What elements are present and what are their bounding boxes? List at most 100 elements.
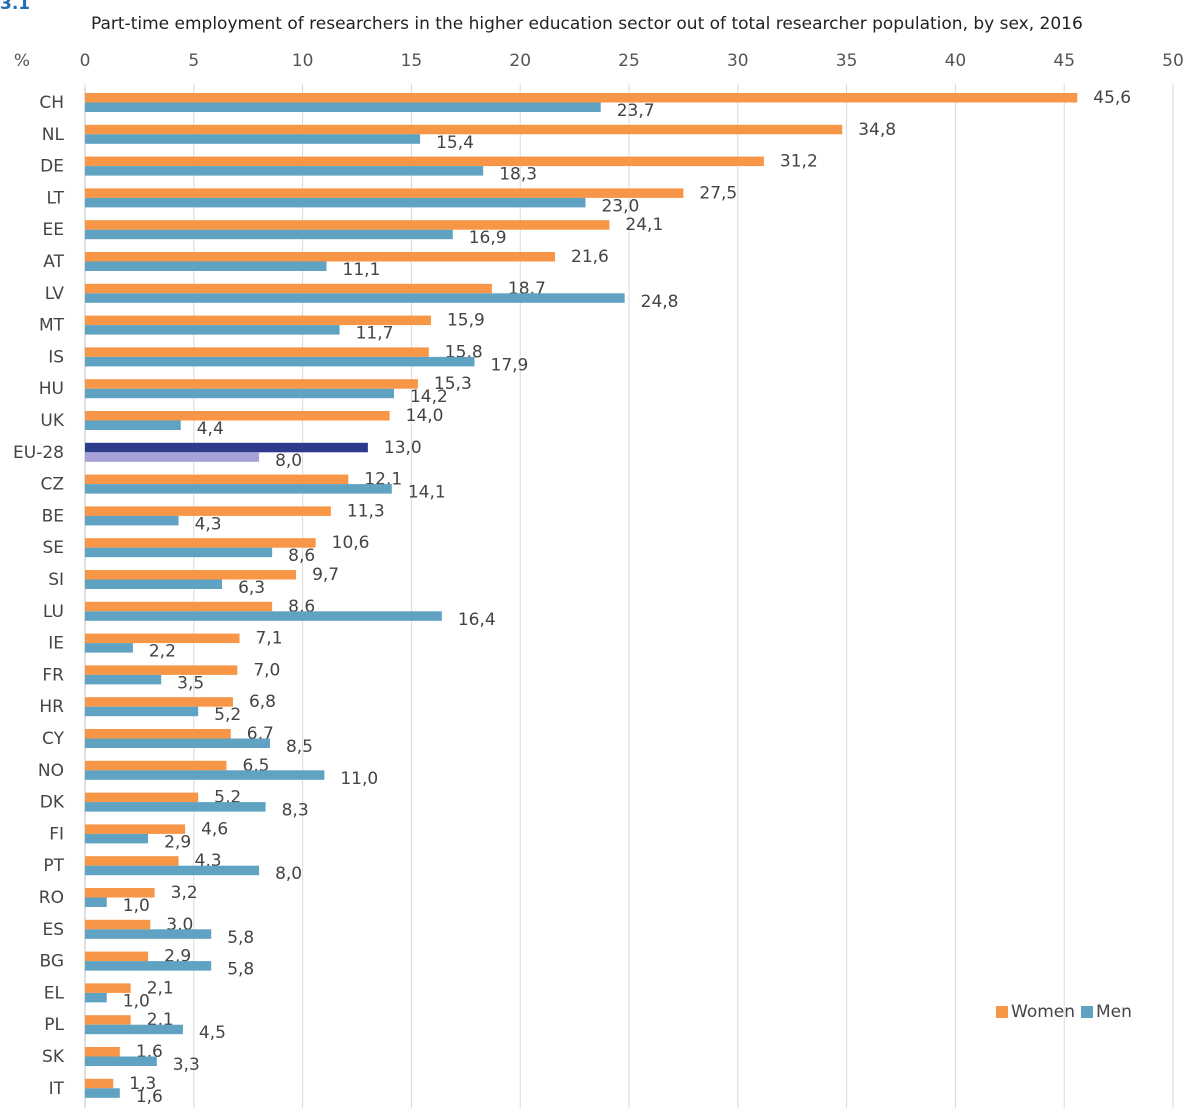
data-label-women-hu: 15,3 (434, 374, 472, 394)
category-label-dk: DK (40, 793, 65, 813)
data-label-men-mt: 11,7 (356, 324, 394, 344)
bar-women-cz (85, 474, 349, 485)
category-label-sk: SK (42, 1047, 65, 1067)
data-label-women-fr: 7,0 (253, 660, 280, 680)
legend-swatch-men (1081, 1006, 1094, 1018)
data-label-women-be: 11,3 (347, 501, 385, 521)
data-label-women-mt: 15,9 (447, 311, 485, 331)
bar-men-ch (85, 102, 601, 112)
category-label-se: SE (42, 538, 64, 558)
bar-women-it (85, 1078, 114, 1089)
bar-women-at (85, 252, 556, 262)
data-label-women-at: 21,6 (571, 247, 609, 267)
bar-men-is (85, 356, 475, 367)
bar-women-sk (85, 1047, 120, 1057)
category-label-eu-28: EU-28 (13, 443, 64, 463)
data-label-men-ro: 1,0 (123, 896, 150, 916)
bar-men-no (85, 770, 325, 780)
x-tick-label-10: 10 (292, 51, 314, 71)
bar-men-ee (85, 229, 453, 240)
bar-women-ee (85, 220, 610, 230)
data-label-men-cy: 8,5 (286, 737, 313, 757)
data-label-men-lu: 16,4 (458, 610, 496, 630)
legend-label-men: Men (1096, 1002, 1132, 1022)
bar-men-ro (85, 897, 107, 907)
x-tick-label-25: 25 (618, 51, 640, 71)
bar-women-dk (85, 792, 199, 803)
data-label-men-el: 1,0 (123, 991, 150, 1011)
data-label-women-ro: 3,2 (171, 883, 198, 903)
bar-men-de (85, 166, 484, 176)
data-label-men-is: 17,9 (491, 355, 529, 375)
bar-men-dk (85, 802, 266, 812)
category-label-mt: MT (39, 316, 65, 336)
bar-men-uk (85, 420, 181, 430)
bar-women-no (85, 760, 227, 771)
category-label-hu: HU (39, 379, 64, 399)
bar-men-lv (85, 293, 625, 303)
x-tick-label-45: 45 (1053, 51, 1075, 71)
category-label-ee: EE (43, 220, 64, 240)
data-label-men-hr: 5,2 (214, 705, 241, 725)
bar-men-fi (85, 833, 149, 844)
bar-women-se (85, 538, 316, 548)
legend-label-women: Women (1011, 1002, 1076, 1022)
x-tick-label-0: 0 (80, 51, 91, 71)
bar-men-es (85, 929, 212, 939)
data-label-men-be: 4,3 (195, 514, 222, 534)
data-label-women-uk: 14,0 (406, 406, 444, 426)
category-label-si: SI (48, 570, 64, 590)
data-label-women-si: 9,7 (312, 565, 339, 585)
data-label-women-nl: 34,8 (858, 120, 896, 140)
category-label-fi: FI (49, 824, 64, 844)
bar-women-ch (85, 93, 1078, 103)
bar-women-hr (85, 697, 233, 707)
bar-men-nl (85, 134, 421, 144)
bar-women-lu (85, 601, 273, 612)
bar-women-de (85, 156, 764, 167)
x-tick-label-20: 20 (509, 51, 531, 71)
category-label-el: EL (44, 983, 65, 1003)
bar-women-si (85, 570, 297, 580)
bar-men-fr (85, 674, 162, 685)
bar-men-se (85, 547, 273, 558)
category-label-ch: CH (39, 93, 64, 113)
data-label-men-sk: 3,3 (173, 1055, 200, 1075)
data-label-women-it: 1,3 (129, 1074, 156, 1094)
figure-number: 3.1 (0, 0, 31, 14)
bar-men-el (85, 992, 107, 1003)
bar-men-lt (85, 197, 586, 208)
category-label-es: ES (42, 920, 64, 940)
data-label-men-fi: 2,9 (164, 832, 191, 852)
category-label-bg: BG (39, 952, 64, 972)
data-label-women-fi: 4,6 (201, 819, 228, 839)
bar-men-hr (85, 706, 199, 717)
data-label-men-fr: 3,5 (177, 673, 204, 693)
category-label-at: AT (43, 252, 64, 272)
bar-women-fi (85, 824, 186, 834)
data-label-men-pt: 8,0 (275, 864, 302, 884)
legend: Women Men (996, 1002, 1138, 1022)
bar-women-eu-28 (85, 442, 368, 453)
category-label-fr: FR (42, 665, 64, 685)
bar-women-bg (85, 951, 149, 962)
data-label-women-lt: 27,5 (699, 183, 737, 203)
bar-men-lu (85, 611, 442, 621)
data-label-men-hu: 14,2 (410, 387, 448, 407)
bar-men-cz (85, 484, 392, 494)
data-label-men-ee: 16,9 (469, 228, 507, 248)
x-axis-unit-label: % (14, 51, 30, 71)
category-label-pt: PT (43, 856, 64, 876)
x-tick-label-50: 50 (1162, 51, 1184, 71)
bar-men-cy (85, 738, 270, 748)
bar-women-mt (85, 315, 431, 326)
data-label-women-eu-28: 13,0 (384, 438, 422, 458)
bar-men-sk (85, 1056, 157, 1066)
bar-women-nl (85, 124, 843, 135)
bar-women-uk (85, 411, 390, 421)
category-label-lv: LV (45, 284, 65, 304)
category-label-cz: CZ (40, 475, 64, 495)
bar-women-hu (85, 379, 418, 389)
bar-women-is (85, 347, 429, 357)
data-label-men-es: 5,8 (227, 928, 254, 948)
